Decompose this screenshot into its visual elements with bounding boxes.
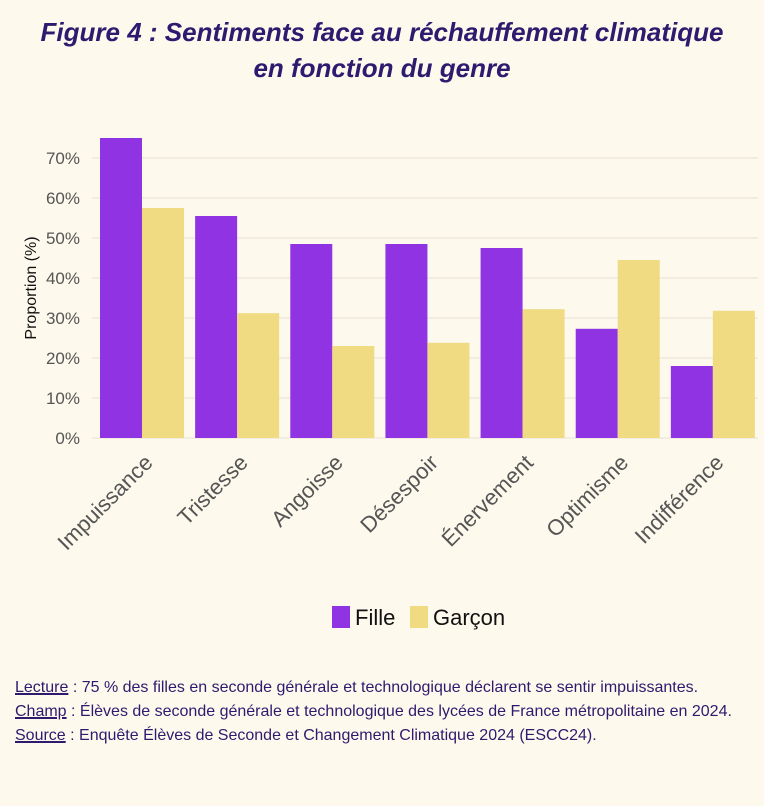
x-tick-label: Indifférence (630, 450, 729, 549)
x-tick-label: Tristesse (172, 450, 252, 530)
y-tick-label: 50% (46, 229, 80, 248)
note-text: : 75 % des filles en seconde générale et… (68, 679, 699, 696)
note-champ: Champ : Élèves de seconde générale et te… (15, 700, 735, 724)
x-tick-label: Optimisme (541, 450, 633, 542)
y-axis-label: Proportion (%) (23, 236, 40, 339)
bar-garon (522, 309, 565, 438)
x-tick-label: Énervement (437, 450, 539, 552)
note-key: Lecture (15, 679, 69, 696)
bar-garon (427, 342, 470, 438)
note-text: : Élèves de seconde générale et technolo… (66, 703, 732, 720)
x-tick-label: Impuissance (53, 450, 158, 555)
bar-garon (142, 208, 184, 438)
x-tick-label: Désespoir (355, 450, 443, 538)
bar-fille (480, 248, 523, 438)
figure-title: Figure 4 : Sentiments face au réchauffem… (0, 14, 764, 86)
bar-chart: 0% 10% 20% 30% 40% 50% 60% 70% Proportion (%) Imp… (23, 138, 758, 630)
note-source: Source : Enquête Élèves de Seconde et Ch… (15, 724, 735, 748)
legend-swatch (410, 606, 428, 628)
bar-garon (237, 313, 280, 438)
note-key: Source (15, 727, 66, 744)
bar-fille (100, 138, 142, 438)
y-tick-label: 10% (46, 389, 80, 408)
bar-fille (195, 216, 238, 438)
y-tick-label: 0% (55, 429, 80, 448)
y-tick-label: 60% (46, 189, 80, 208)
bar-garon (617, 260, 660, 438)
legend-label: Garçon (433, 605, 505, 630)
bar-fille (290, 244, 333, 438)
note-lecture: Lecture : 75 % des filles en seconde gén… (15, 676, 735, 700)
figure-notes: Lecture : 75 % des filles en seconde gén… (15, 676, 735, 748)
y-tick-label: 20% (46, 349, 80, 368)
y-tick-label: 30% (46, 309, 80, 328)
bar-fille (670, 366, 713, 438)
x-tick-label: Angoisse (266, 450, 348, 532)
y-tick-label: 70% (46, 149, 80, 168)
legend-label: Fille (355, 605, 395, 630)
note-key: Champ (15, 703, 67, 720)
bar-fille (385, 244, 428, 438)
bar-fille (575, 328, 618, 438)
note-text: : Enquête Élèves de Seconde et Changemen… (65, 727, 597, 744)
figure-title-line-1: Figure 4 : Sentiments face au réchauffem… (40, 17, 724, 47)
bar-garon (332, 346, 375, 438)
legend-swatch (332, 606, 350, 628)
bar-garon (712, 310, 755, 438)
figure-title-line-2: en fonction du genre (253, 53, 511, 83)
y-tick-label: 40% (46, 269, 80, 288)
